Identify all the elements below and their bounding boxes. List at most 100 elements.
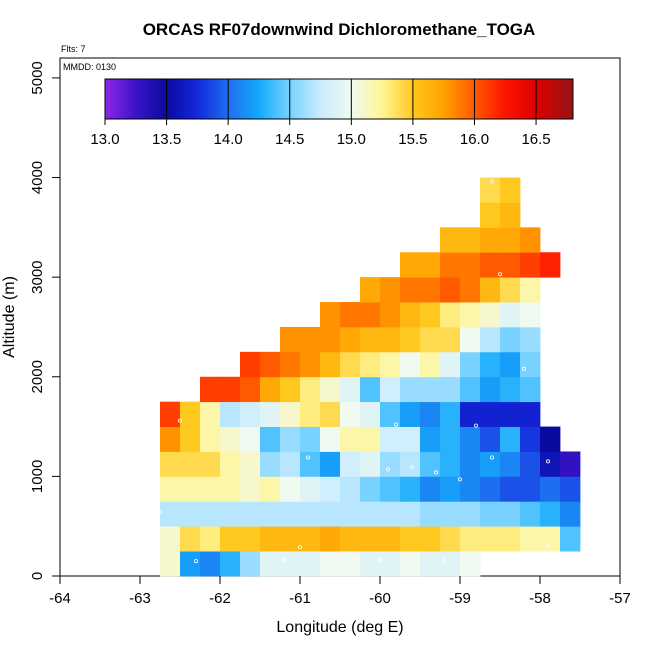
heatmap-cell xyxy=(520,476,541,502)
colorbar-segment xyxy=(552,79,556,119)
sample-point xyxy=(473,423,478,428)
colorbar-segment xyxy=(248,79,252,119)
heatmap-cell xyxy=(400,277,421,303)
sample-point xyxy=(409,465,414,470)
colorbar-segment xyxy=(534,79,539,119)
heatmap-cell xyxy=(280,401,301,427)
heatmap-cell xyxy=(400,401,421,427)
heatmap-cell xyxy=(220,401,241,427)
colorbar-segment xyxy=(315,79,320,119)
colorbar-tick-label: 16.5 xyxy=(521,131,550,148)
colorbar-segment xyxy=(160,79,164,119)
colorbar-segment xyxy=(107,79,112,119)
sample-point xyxy=(457,477,462,482)
colorbar-segment xyxy=(549,79,554,119)
heatmap-cell xyxy=(180,401,201,427)
heatmap-cell xyxy=(460,426,481,452)
heatmap-cell xyxy=(500,326,521,353)
heatmap-cell xyxy=(380,326,401,353)
colorbar-segment xyxy=(403,79,407,119)
y-tick-label: 1000 xyxy=(29,460,46,493)
colorbar-segment xyxy=(227,79,232,119)
heatmap-cell xyxy=(360,426,381,452)
colorbar-segment xyxy=(374,79,378,119)
colorbar-segment xyxy=(517,79,521,119)
heatmap-cell xyxy=(260,401,281,427)
colorbar-segment xyxy=(511,79,515,119)
colorbar-segment xyxy=(277,79,281,119)
heatmap-cell xyxy=(400,476,421,502)
heatmap-cell xyxy=(440,551,461,577)
heatmap-cell xyxy=(320,401,341,427)
colorbar-segment xyxy=(491,79,495,119)
colorbar-segment xyxy=(300,79,305,119)
y-tick-label: 3000 xyxy=(29,260,46,293)
heatmap-cell xyxy=(340,526,361,552)
heatmap-cell xyxy=(460,277,481,303)
heatmap-cell xyxy=(380,277,401,303)
x-tick-label: -57 xyxy=(609,590,631,607)
colorbar-segment xyxy=(271,79,276,119)
colorbar-segment xyxy=(415,79,419,119)
colorbar-segment xyxy=(289,79,293,119)
colorbar-segment xyxy=(540,79,545,119)
colorbar-segment xyxy=(543,79,548,119)
colorbar-segment xyxy=(122,79,126,119)
colorbar-segment xyxy=(379,79,384,119)
colorbar-segment xyxy=(561,79,565,119)
heatmap-cell xyxy=(420,501,441,527)
colorbar-segment xyxy=(397,79,401,119)
heatmap-cell xyxy=(500,227,521,253)
heatmap-cell xyxy=(340,501,361,527)
heatmap-cell xyxy=(500,252,521,278)
heatmap-cell xyxy=(280,476,301,502)
heatmap-cell xyxy=(360,302,381,328)
y-tick-label: 0 xyxy=(29,572,46,580)
heatmap-cell xyxy=(560,526,581,552)
heatmap-cell xyxy=(200,451,221,477)
heatmap-cell xyxy=(280,551,301,577)
y-tick-label: 4000 xyxy=(29,161,46,194)
colorbar-segment xyxy=(210,79,214,119)
heatmap-cell xyxy=(560,451,581,477)
sample-point xyxy=(489,455,494,460)
colorbar: 13.0 13.5 14.0 14.5 15.0 15.5 16.0 16.5 xyxy=(90,78,574,148)
heatmap-cell xyxy=(340,401,361,427)
flights-note: Flts: 7 xyxy=(61,44,86,54)
colorbar-segment xyxy=(473,79,477,119)
colorbar-segment xyxy=(163,79,167,119)
colorbar-segment xyxy=(461,79,466,119)
heatmap-cell xyxy=(260,501,281,527)
colorbar-segment xyxy=(347,79,352,119)
heatmap-cell xyxy=(400,351,421,378)
colorbar-segment xyxy=(189,79,194,119)
heatmap-cell xyxy=(440,426,461,452)
colorbar-tick-label: 15.0 xyxy=(337,131,366,148)
colorbar-segment xyxy=(140,79,144,119)
heatmap-cell xyxy=(220,451,241,477)
heatmap-cell xyxy=(420,426,441,452)
colorbar-segment xyxy=(242,79,246,119)
heatmap-cell xyxy=(380,501,401,527)
heatmap-cell xyxy=(420,451,441,477)
colorbar-segment xyxy=(464,79,469,119)
sample-point xyxy=(441,559,446,564)
colorbar-segment xyxy=(546,79,551,119)
colorbar-segment xyxy=(394,79,398,119)
colorbar-segment xyxy=(499,79,504,119)
heatmap-cell xyxy=(360,526,381,552)
colorbar-segment xyxy=(353,79,358,119)
heatmap-cell xyxy=(540,426,561,452)
heatmap-cell xyxy=(520,302,541,328)
heatmap-cell xyxy=(440,401,461,427)
colorbar-segment xyxy=(537,79,542,119)
heatmap-cell xyxy=(260,551,281,577)
heatmap-cell xyxy=(420,351,441,378)
colorbar-segment xyxy=(151,79,156,119)
sample-point xyxy=(489,179,494,184)
heatmap-cells xyxy=(160,177,581,577)
heatmap-cell xyxy=(400,302,421,328)
heatmap-cell xyxy=(340,551,361,577)
colorbar-segment xyxy=(570,79,574,119)
